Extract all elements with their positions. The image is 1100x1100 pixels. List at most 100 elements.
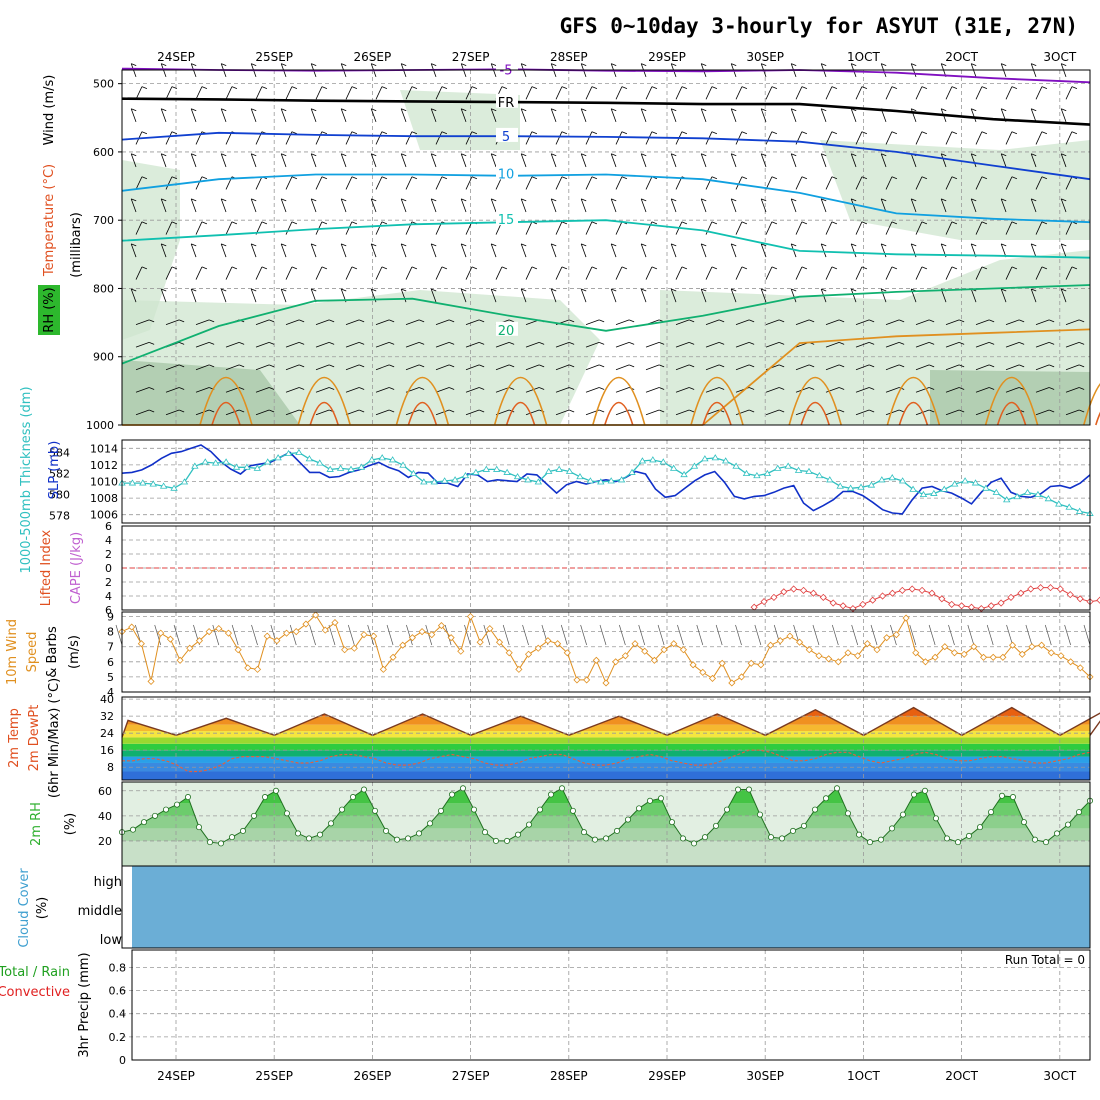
wind-barb <box>975 176 983 190</box>
wind-barb-flag <box>749 387 755 390</box>
wind10m-marker <box>1047 649 1055 657</box>
lifted-index-marker <box>997 599 1005 607</box>
wind-barb-flag <box>131 153 137 157</box>
wind-barb <box>915 131 923 145</box>
wind-barb <box>310 108 317 123</box>
wind-barb-flag <box>461 108 467 112</box>
wind10m-barb <box>851 624 859 646</box>
thickness-marker <box>347 465 355 472</box>
wind-barb <box>225 387 240 393</box>
wind-barb <box>375 387 390 393</box>
wind-barb-flag <box>251 63 257 67</box>
wind10m-barb <box>289 624 297 646</box>
wind-barb-flag <box>531 86 538 90</box>
thickness-marker <box>472 468 480 475</box>
thickness-marker <box>253 464 262 471</box>
thickness-marker <box>534 478 543 485</box>
wind-barb-flag <box>431 153 437 157</box>
wind-barb <box>225 364 240 371</box>
lifted-index-marker <box>1066 591 1074 599</box>
wind-barb <box>885 409 900 416</box>
wind10m-barb <box>212 624 220 646</box>
wind10m-marker <box>253 665 262 673</box>
wind-barb <box>405 266 413 280</box>
wind-barb <box>670 243 677 258</box>
wind-barb <box>165 319 180 326</box>
wind-barb <box>765 86 773 100</box>
wind-barb-flag <box>371 198 377 202</box>
wind-barb-flag <box>179 409 185 413</box>
wind-barb <box>520 108 527 123</box>
wind-barb <box>915 319 930 326</box>
wind-barb-flag <box>671 153 677 157</box>
wind-barb <box>615 387 630 393</box>
wind-barb-flag <box>371 288 377 292</box>
wind-barb <box>885 319 900 326</box>
thickness-marker <box>513 472 522 480</box>
wind-barb <box>760 153 767 168</box>
cloud-cover-area <box>132 866 1090 948</box>
date-label-top: 2OCT <box>945 50 978 64</box>
thickness-marker <box>940 485 948 492</box>
cloud-cover-panel: high middle low <box>78 865 1091 949</box>
wind-barb-flag <box>761 108 767 112</box>
wind-barb-flag <box>581 108 587 112</box>
rh2m-marker <box>371 807 378 814</box>
wind-barb-flag <box>1079 342 1085 345</box>
wind10m-marker <box>612 658 620 666</box>
wind-barb-flag <box>581 153 587 157</box>
wind-barb-flag <box>1011 131 1018 135</box>
thickness-marker <box>930 489 938 496</box>
rh2m-marker <box>1054 830 1061 837</box>
wind-barb-flag <box>191 108 197 112</box>
rh2m-marker <box>977 824 984 831</box>
wind-barb-flag <box>681 221 688 225</box>
wind-barb-flag <box>719 319 725 323</box>
wind-barb-flag <box>1019 364 1025 368</box>
thickness-tick-label: 580 <box>49 489 70 502</box>
wind-barb-flag <box>839 409 845 413</box>
wind-barb <box>250 108 257 123</box>
wind-barb-flag <box>621 266 628 270</box>
rh2m-marker <box>162 806 169 813</box>
wind10m-barb <box>464 624 471 646</box>
wind-barb-flag <box>839 387 845 390</box>
wind-barb <box>190 198 197 213</box>
wind-barb <box>520 198 527 213</box>
wind-barb <box>945 409 960 416</box>
thickness-marker <box>576 472 584 480</box>
wind-barb-flag <box>161 63 167 67</box>
ylabel-2m-temp: 2m Temp <box>7 708 22 768</box>
wind-barb <box>375 221 383 235</box>
temp-tick-label: 32 <box>100 710 114 723</box>
wind-barb-flag <box>171 266 178 270</box>
wind10m-marker <box>195 637 204 645</box>
wind-barb <box>310 243 317 258</box>
wind-barb-flag <box>359 364 365 368</box>
wind-barb-flag <box>801 221 808 225</box>
wind-barb <box>850 243 857 258</box>
wind-barb-flag <box>539 387 545 390</box>
wind10m-marker <box>892 631 900 639</box>
wind-barb-flag <box>671 108 677 112</box>
wind-barb <box>520 288 527 303</box>
slp-frame <box>121 439 1091 524</box>
wind-barb <box>345 266 353 280</box>
cape-frame <box>121 525 1091 611</box>
wind-barb <box>880 288 887 303</box>
wind-barb-flag <box>801 86 808 90</box>
thickness-marker <box>982 484 990 491</box>
lifted-index-marker <box>967 603 976 611</box>
temperature-contour <box>121 97 1091 126</box>
wind-barb <box>945 221 953 235</box>
wind-barb-flag <box>269 342 275 345</box>
wind-barb <box>1005 176 1013 190</box>
wind-barb <box>340 198 347 213</box>
wind10m-barb <box>696 624 704 646</box>
wind-barb <box>1035 176 1043 190</box>
thickness-marker <box>992 488 1001 495</box>
slp-tick-label: 1012 <box>90 459 118 472</box>
wind-barb-flag <box>209 342 215 345</box>
wind-barb <box>1030 108 1037 123</box>
wind-barb <box>820 243 827 258</box>
